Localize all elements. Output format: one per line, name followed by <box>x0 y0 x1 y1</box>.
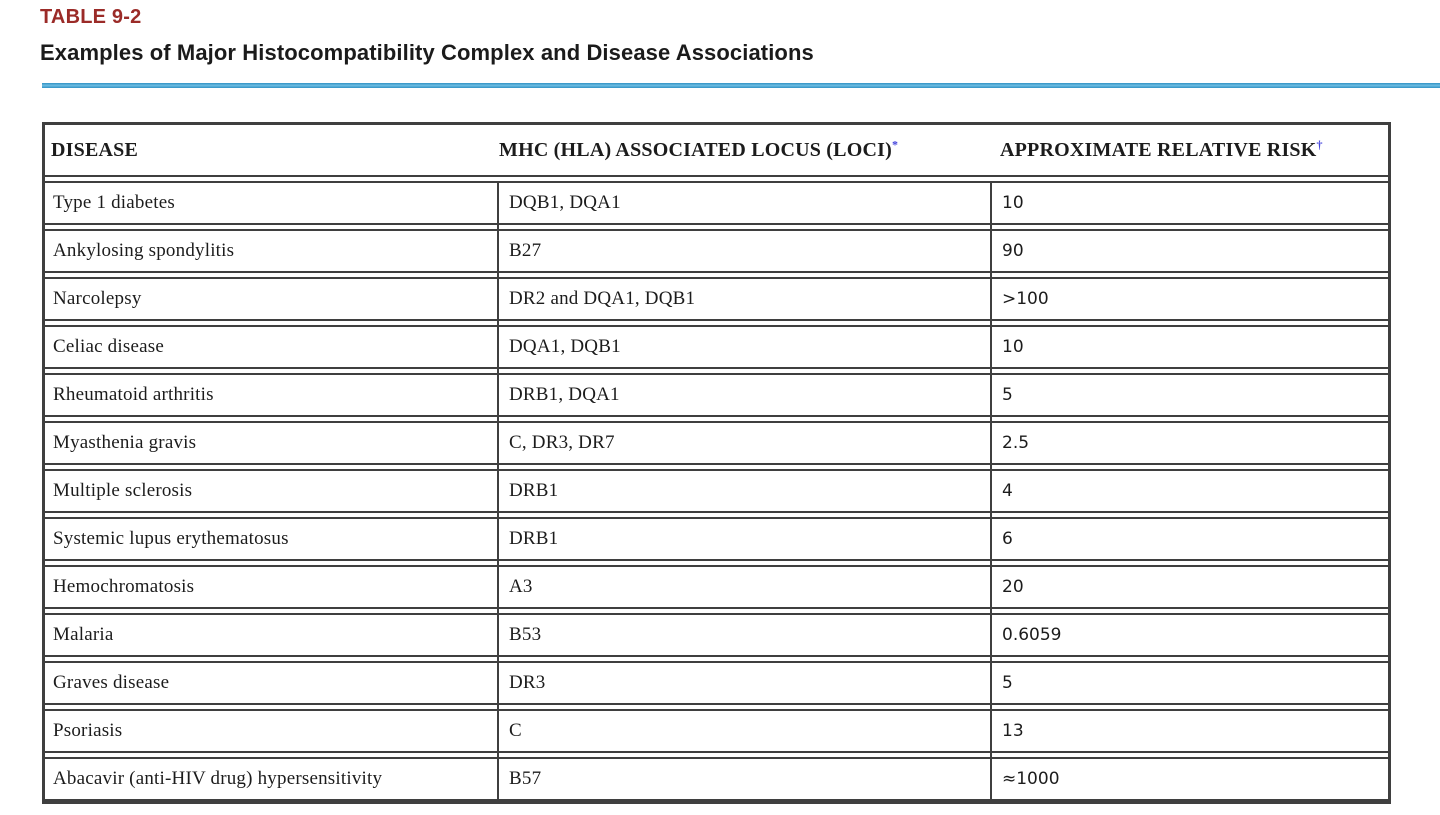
column-header-locus-label: MHC (HLA) ASSOCIATED LOCUS (LOCI) <box>499 139 892 161</box>
locus-cell: B53 <box>509 624 542 645</box>
disease-cell: Malaria <box>53 624 114 645</box>
column-header-risk: APPROXIMATE RELATIVE RISK† <box>990 125 1388 175</box>
risk-cell: 2.5 <box>1002 433 1030 453</box>
disease-cell: Abacavir (anti-HIV drug) hypersensitivit… <box>53 768 383 789</box>
locus-cell: B27 <box>509 240 542 261</box>
table-row: Celiac disease DQA1, DQB1 10 <box>45 325 1388 369</box>
table-row: Rheumatoid arthritis DRB1, DQA1 5 <box>45 373 1388 417</box>
disease-cell: Celiac disease <box>53 336 164 357</box>
risk-cell: 10 <box>1002 337 1024 357</box>
column-header-locus: MHC (HLA) ASSOCIATED LOCUS (LOCI)* <box>497 125 990 175</box>
disease-cell: Myasthenia gravis <box>53 432 197 453</box>
blue-divider-rule <box>42 83 1440 88</box>
disease-cell: Type 1 diabetes <box>53 192 175 213</box>
column-header-risk-label: APPROXIMATE RELATIVE RISK <box>1000 139 1317 161</box>
locus-cell: DR2 and DQA1, DQB1 <box>509 288 696 309</box>
risk-cell: 5 <box>1002 385 1013 405</box>
table-row: Ankylosing spondylitis B27 90 <box>45 229 1388 273</box>
risk-cell: 90 <box>1002 241 1024 261</box>
locus-cell: A3 <box>509 576 533 597</box>
column-header-disease: DISEASE <box>45 125 497 175</box>
column-divider-2 <box>990 181 992 801</box>
risk-cell: 20 <box>1002 577 1024 597</box>
table-row: Myasthenia gravis C, DR3, DR7 2.5 <box>45 421 1388 465</box>
table-row: Hemochromatosis A3 20 <box>45 565 1388 609</box>
table-number-label: TABLE 9-2 <box>40 6 142 28</box>
table-row: Narcolepsy DR2 and DQA1, DQB1 >100 <box>45 277 1388 321</box>
table-header-row: DISEASE MHC (HLA) ASSOCIATED LOCUS (LOCI… <box>45 125 1388 177</box>
risk-cell: 4 <box>1002 481 1013 501</box>
footnote-dagger-mark: † <box>1316 137 1323 152</box>
locus-cell: DQA1, DQB1 <box>509 336 621 357</box>
risk-cell: 5 <box>1002 673 1013 693</box>
column-header-disease-label: DISEASE <box>51 139 138 161</box>
mhc-disease-table: DISEASE MHC (HLA) ASSOCIATED LOCUS (LOCI… <box>42 122 1391 804</box>
locus-cell: C <box>509 720 522 741</box>
locus-cell: B57 <box>509 768 542 789</box>
locus-cell: DRB1 <box>509 480 559 501</box>
locus-cell: DRB1 <box>509 528 559 549</box>
risk-cell: >100 <box>1002 289 1049 309</box>
disease-cell: Graves disease <box>53 672 170 693</box>
disease-cell: Rheumatoid arthritis <box>53 384 214 405</box>
disease-cell: Systemic lupus erythematosus <box>53 528 289 549</box>
table-row: Graves disease DR3 5 <box>45 661 1388 705</box>
table-row: Malaria B53 0.6059 <box>45 613 1388 657</box>
table-title: Examples of Major Histocompatibility Com… <box>40 40 814 65</box>
disease-cell: Psoriasis <box>53 720 123 741</box>
disease-cell: Ankylosing spondylitis <box>53 240 235 261</box>
table-row: Abacavir (anti-HIV drug) hypersensitivit… <box>45 757 1388 801</box>
risk-cell: 10 <box>1002 193 1024 213</box>
disease-cell: Multiple sclerosis <box>53 480 193 501</box>
column-divider-1 <box>497 181 499 801</box>
table-row: Psoriasis C 13 <box>45 709 1388 753</box>
locus-cell: DQB1, DQA1 <box>509 192 621 213</box>
risk-cell: 0.6059 <box>1002 625 1062 645</box>
risk-cell: 13 <box>1002 721 1024 741</box>
table-row: Multiple sclerosis DRB1 4 <box>45 469 1388 513</box>
locus-cell: C, DR3, DR7 <box>509 432 615 453</box>
table-body: Type 1 diabetes DQB1, DQA1 10 Ankylosing… <box>45 181 1388 801</box>
disease-cell: Hemochromatosis <box>53 576 195 597</box>
footnote-asterisk-mark: * <box>891 137 899 152</box>
disease-cell: Narcolepsy <box>53 288 142 309</box>
table-row: Type 1 diabetes DQB1, DQA1 10 <box>45 181 1388 225</box>
risk-cell: ≈1000 <box>1002 769 1060 789</box>
table-row: Systemic lupus erythematosus DRB1 6 <box>45 517 1388 561</box>
locus-cell: DRB1, DQA1 <box>509 384 620 405</box>
risk-cell: 6 <box>1002 529 1013 549</box>
locus-cell: DR3 <box>509 672 546 693</box>
